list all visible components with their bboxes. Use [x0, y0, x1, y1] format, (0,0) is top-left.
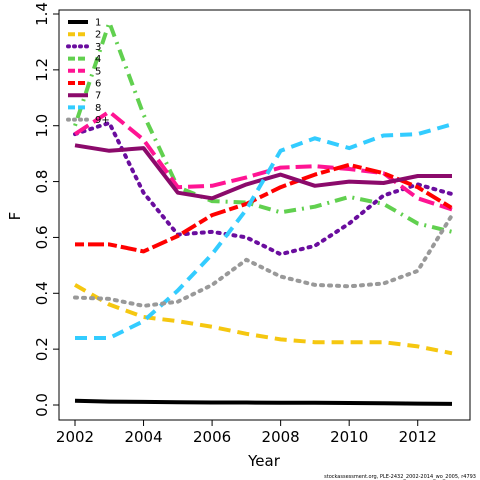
y-tick-label: 1.4: [33, 2, 51, 26]
legend-label: 6: [95, 79, 101, 90]
legend-label: 2: [95, 30, 101, 41]
y-tick-label: 0.8: [33, 170, 51, 194]
legend-label: 8: [95, 103, 101, 114]
y-tick-label: 0.4: [33, 281, 51, 305]
legend-label: 7: [95, 91, 101, 102]
x-tick-label: 2012: [399, 428, 437, 446]
x-axis-title: Year: [247, 452, 281, 470]
y-tick-label: 0.0: [33, 393, 51, 417]
series-line-3: [73, 120, 454, 257]
y-tick-label: 1.2: [33, 58, 51, 82]
x-tick-label: 2010: [330, 428, 368, 446]
axes: 2002 2004 2006 2008 2010 2012 0.0 0.2 0.4 0.6 0.8 1…: [33, 2, 437, 446]
plot-frame: [58, 9, 471, 421]
series-line-9plus: [73, 213, 454, 308]
y-tick-label: 1.0: [33, 114, 51, 138]
x-tick-label: 2006: [193, 428, 231, 446]
x-tick-label: 2002: [56, 428, 94, 446]
series-line-7: [74, 143, 452, 201]
x-tick-label: 2008: [262, 428, 300, 446]
series-line-4: [73, 20, 453, 234]
series-line-1: [74, 398, 453, 406]
series-lines: [73, 20, 454, 406]
legend-label: 1: [95, 18, 101, 29]
series-line-8: [75, 122, 453, 340]
legend-label: 3: [95, 42, 101, 53]
legend-label: 4: [95, 54, 101, 65]
series-line-2: [74, 283, 453, 356]
y-tick-label: 0.6: [33, 225, 51, 249]
y-axis-title: F: [6, 212, 24, 221]
series-line-6: [75, 162, 454, 254]
legend-label: 9+: [95, 115, 110, 126]
legend-label: 5: [95, 66, 101, 77]
x-tick-label: 2004: [124, 428, 162, 446]
y-tick-label: 0.2: [33, 337, 51, 361]
credit-text: stockassessment.org, PLE-2432_2002-2014_…: [324, 474, 476, 480]
